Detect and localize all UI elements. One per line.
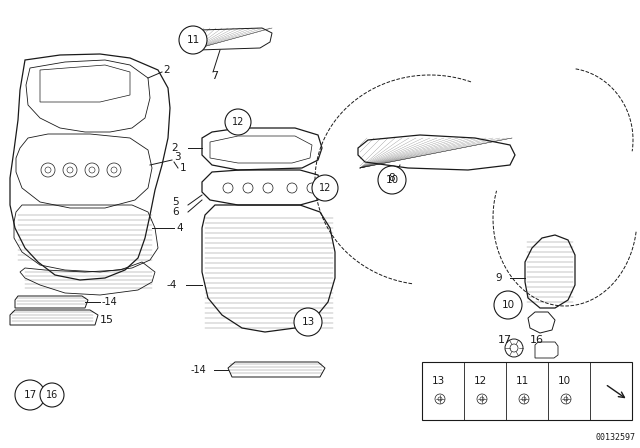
Text: 5: 5 [172,197,179,207]
Circle shape [41,163,55,177]
Text: 11: 11 [516,376,529,386]
Circle shape [378,166,406,194]
Circle shape [519,394,529,404]
Circle shape [494,291,522,319]
Circle shape [225,109,251,135]
Circle shape [179,26,207,54]
Circle shape [243,183,253,193]
Circle shape [477,394,487,404]
Circle shape [40,383,64,407]
Circle shape [294,308,322,336]
Circle shape [510,344,518,352]
Circle shape [505,339,523,357]
Circle shape [312,175,338,201]
Text: 11: 11 [186,35,200,45]
Text: 2: 2 [172,143,178,153]
Text: 15: 15 [100,315,114,325]
Circle shape [223,183,233,193]
Text: 1: 1 [180,163,187,173]
Circle shape [263,183,273,193]
Text: 13: 13 [432,376,445,386]
Text: 7: 7 [211,71,218,81]
Circle shape [480,397,484,401]
Text: 9: 9 [495,273,502,283]
Text: -4: -4 [166,280,177,290]
Text: 13: 13 [301,317,315,327]
Text: -14: -14 [102,297,118,307]
Text: 10: 10 [501,300,515,310]
Text: 10: 10 [558,376,571,386]
Bar [422,362,632,420]
Circle shape [435,394,445,404]
Circle shape [89,167,95,173]
Text: 00132597: 00132597 [595,433,635,442]
Circle shape [287,183,297,193]
Text: 12: 12 [319,183,331,193]
Circle shape [67,167,73,173]
Circle shape [15,380,45,410]
Circle shape [85,163,99,177]
Text: 17: 17 [24,390,36,400]
Circle shape [564,397,568,401]
Text: 17: 17 [498,335,512,345]
Circle shape [438,397,442,401]
Text: 2: 2 [163,65,170,75]
Text: 12: 12 [232,117,244,127]
Text: 3: 3 [174,152,180,162]
Circle shape [63,163,77,177]
Circle shape [45,167,51,173]
Circle shape [307,183,317,193]
Circle shape [522,397,526,401]
Circle shape [561,394,571,404]
Circle shape [107,163,121,177]
Text: 4: 4 [176,223,182,233]
Text: 12: 12 [474,376,487,386]
Text: 16: 16 [530,335,544,345]
Text: 16: 16 [46,390,58,400]
Text: 6: 6 [172,207,179,217]
Text: 10: 10 [385,175,399,185]
Circle shape [111,167,117,173]
Text: 8: 8 [388,173,395,183]
Text: -14: -14 [190,365,206,375]
